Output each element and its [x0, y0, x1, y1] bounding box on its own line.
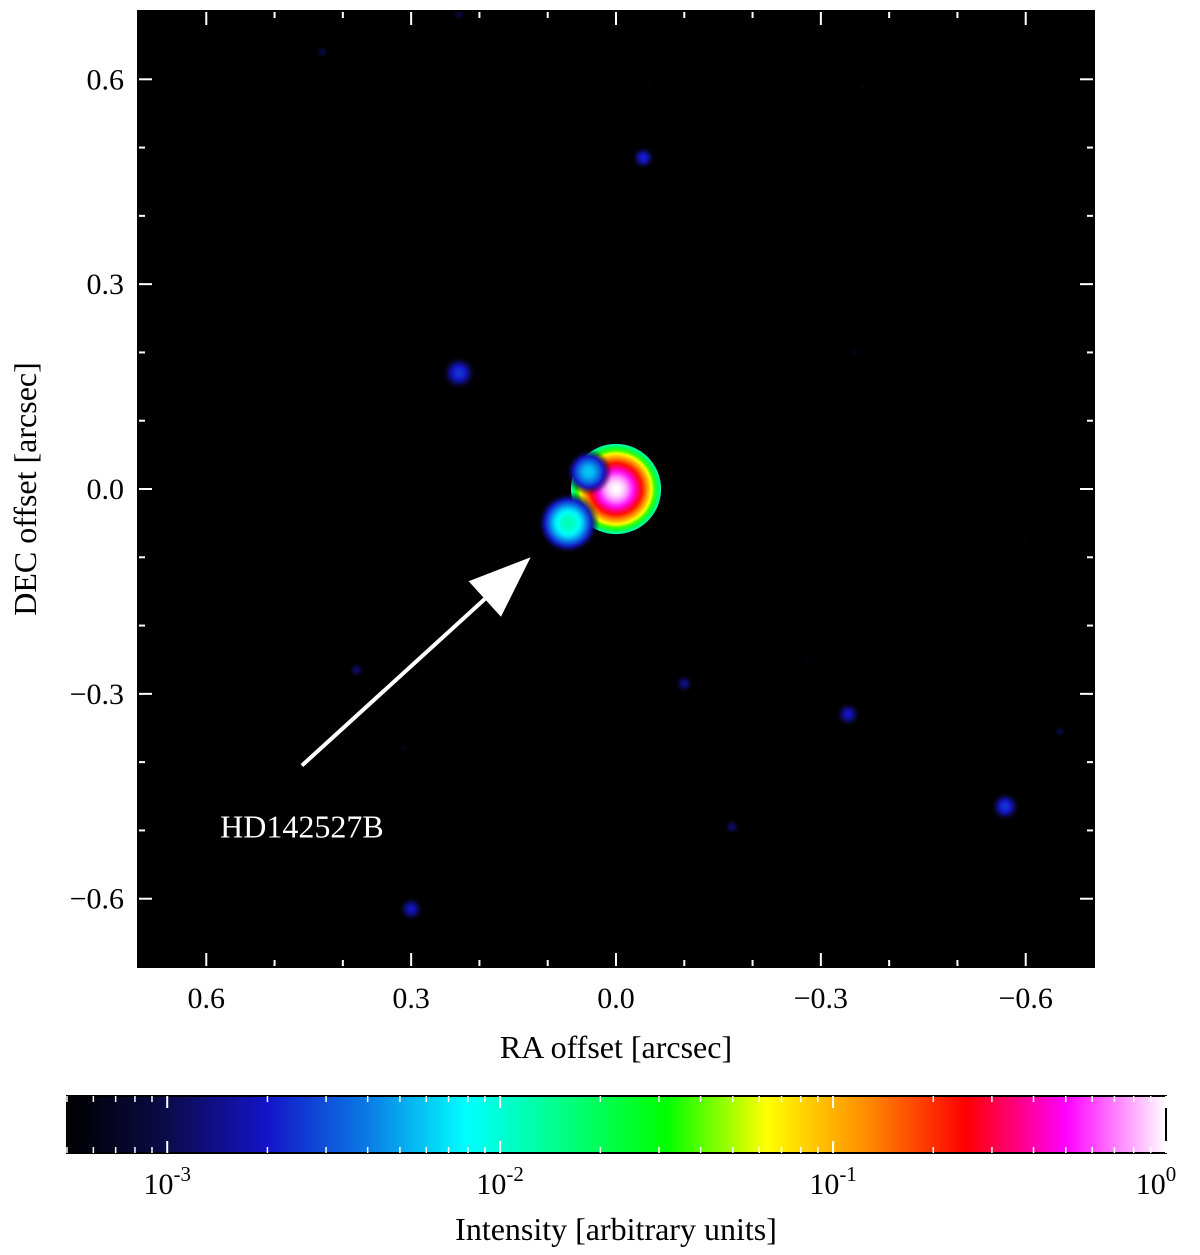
plot-frame	[137, 10, 1095, 968]
x-tick-label-2: 0.0	[597, 982, 635, 1015]
y-tick-label-2: 0.0	[87, 473, 125, 506]
annotation-arrow-shaft	[300, 597, 487, 768]
colorbar: 10-3 10-2 10-1 100 Intensity [arbitrary uni…	[66, 1095, 1176, 1247]
source-20	[794, 647, 820, 673]
source-7	[665, 665, 703, 703]
colorbar-tick-label-2: 10-1	[809, 1162, 857, 1201]
colorbar-tick-label-0: 10-3	[143, 1162, 191, 1201]
x-tick-label-1: 0.3	[392, 982, 430, 1015]
source-11	[308, 37, 337, 67]
source-9	[340, 653, 373, 687]
source-3	[430, 344, 488, 402]
y-tick-label-0: 0.6	[87, 63, 125, 96]
colorbar-ticks	[66, 1096, 1167, 1153]
source-12	[1045, 717, 1075, 746]
source-13	[444, 11, 474, 29]
image-panel: HD142527B	[137, 10, 1095, 968]
x-tick-label-0: 0.6	[188, 982, 226, 1015]
source-19	[849, 73, 875, 99]
source-6	[825, 691, 871, 737]
annotation-layer: HD142527B	[220, 557, 531, 845]
source-16	[392, 736, 417, 761]
source-8	[388, 886, 434, 932]
y-tick-label-1: 0.3	[87, 268, 125, 301]
x-tick-label-3: −0.3	[794, 982, 848, 1015]
x-tick-label-4: −0.6	[999, 982, 1053, 1015]
y-tick-label-4: −0.6	[70, 883, 124, 916]
source-1	[531, 486, 606, 561]
annotation-label: HD142527B	[220, 809, 384, 845]
x-axis-label: RA offset [arcsec]	[500, 1029, 732, 1065]
colorbar-tick-label-3: 100	[1136, 1162, 1177, 1201]
colorbar-label: Intensity [arbitrary units]	[455, 1211, 777, 1247]
source-14	[842, 340, 868, 365]
source-18	[870, 667, 895, 693]
colorbar-gradient	[66, 1095, 1167, 1154]
y-tick-label-3: −0.3	[70, 678, 124, 711]
y-axis-label: DEC offset [arcsec]	[7, 362, 43, 616]
sources-layer	[308, 11, 1075, 932]
annotation-arrow-head	[468, 557, 531, 617]
tick-labels: 0.6 0.3 0.0 −0.3 −0.6 0.6 0.3 0.0 −0.3 −0.6	[70, 63, 1053, 1015]
source-15	[637, 70, 663, 95]
source-5	[980, 781, 1030, 832]
colorbar-tick-label-1: 10-2	[476, 1162, 524, 1201]
colorbar-tick-labels: 10-3 10-2 10-1 100	[143, 1162, 1176, 1201]
source-17	[1013, 527, 1039, 553]
source-4	[622, 137, 664, 179]
axis-ticks	[137, 10, 1095, 968]
source-2	[557, 441, 620, 503]
source-10	[715, 810, 749, 844]
